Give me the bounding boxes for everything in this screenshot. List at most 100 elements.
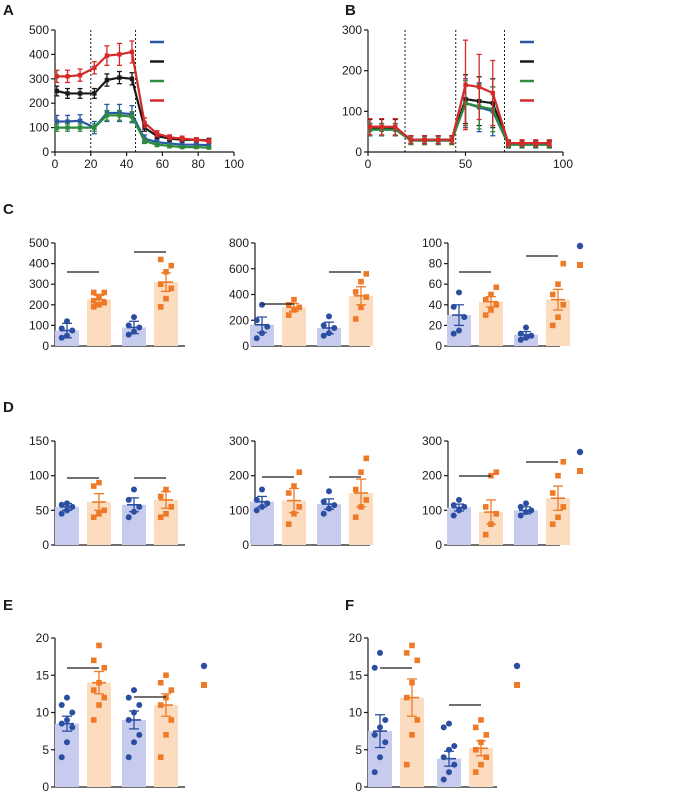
data-point	[125, 716, 132, 723]
data-point	[456, 507, 462, 514]
data-point	[157, 679, 164, 686]
x-tick-label: 50	[459, 157, 473, 171]
data-point	[69, 709, 76, 716]
data-point	[168, 717, 175, 723]
bar	[55, 723, 79, 787]
data-point	[179, 144, 185, 150]
y-tick-label: 100	[342, 104, 362, 118]
x-tick-label: 100	[553, 157, 573, 171]
data-point	[104, 77, 110, 83]
data-point	[352, 289, 359, 295]
y-tick-label: 60	[429, 277, 443, 291]
data-point	[523, 334, 529, 341]
data-point	[96, 511, 102, 517]
data-point	[440, 724, 447, 731]
data-point	[131, 709, 137, 716]
data-point	[352, 514, 359, 521]
data-point	[446, 720, 452, 727]
y-tick-label: 400	[229, 288, 249, 302]
data-point	[65, 91, 70, 96]
panel-label: D	[3, 399, 14, 416]
data-point	[206, 145, 212, 150]
y-tick-label: 500	[29, 236, 49, 250]
series-line	[369, 101, 550, 146]
data-point	[101, 665, 108, 671]
y-tick-label: 300	[29, 72, 49, 86]
y-tick-label: 0	[355, 145, 362, 159]
series-line	[369, 83, 550, 145]
data-point	[129, 76, 135, 81]
data-point	[259, 330, 265, 337]
y-tick-label: 100	[422, 236, 442, 250]
x-tick-label: 80	[192, 157, 206, 171]
y-tick-label: 80	[429, 257, 443, 271]
data-point	[331, 502, 338, 509]
bar	[154, 705, 178, 787]
data-point	[363, 271, 370, 277]
data-point	[517, 330, 524, 337]
data-point	[482, 296, 489, 303]
legend-marker	[513, 662, 521, 670]
data-point	[493, 469, 500, 475]
data-point	[352, 316, 359, 322]
y-tick-label: 20	[429, 318, 443, 332]
data-point	[517, 512, 524, 519]
data-point	[157, 514, 164, 521]
data-point	[422, 137, 427, 142]
y-tick-label: 5	[42, 743, 49, 757]
data-point	[125, 496, 132, 503]
data-point	[517, 336, 524, 343]
data-point	[157, 304, 164, 310]
data-point	[478, 739, 484, 746]
legend-marker	[201, 682, 207, 688]
y-tick-label: 10	[349, 706, 363, 720]
data-point	[54, 88, 59, 94]
y-tick-label: 0	[355, 780, 362, 794]
data-point	[493, 302, 500, 308]
data-point	[54, 125, 59, 130]
y-tick-label: 10	[36, 706, 50, 720]
data-point	[90, 289, 97, 296]
data-point	[90, 514, 97, 521]
data-point	[377, 649, 383, 656]
data-point	[555, 281, 561, 287]
data-point	[154, 131, 160, 136]
data-point	[382, 739, 389, 746]
y-tick-label: 0	[42, 339, 49, 353]
data-point	[136, 702, 143, 709]
y-tick-label: 300	[342, 23, 362, 37]
data-point	[363, 497, 370, 503]
data-point	[451, 743, 458, 750]
data-point	[555, 514, 561, 521]
data-point	[65, 119, 70, 124]
data-point	[168, 262, 175, 269]
data-point	[64, 332, 70, 339]
data-point	[104, 53, 110, 58]
y-tick-label: 0	[242, 538, 249, 552]
data-point	[65, 74, 70, 79]
y-tick-label: 0	[435, 538, 442, 552]
data-point	[403, 761, 410, 768]
y-tick-label: 100	[29, 469, 49, 483]
data-point	[403, 650, 410, 656]
data-point	[490, 90, 495, 96]
data-point	[363, 455, 370, 462]
data-point	[90, 297, 97, 304]
panel-label: A	[3, 2, 14, 19]
x-tick-label: 0	[52, 157, 59, 171]
data-point	[482, 312, 489, 318]
data-point	[125, 514, 132, 521]
data-point	[253, 335, 260, 342]
y-tick-label: 400	[29, 257, 49, 271]
y-tick-label: 500	[29, 23, 49, 37]
data-point	[382, 716, 389, 723]
data-point	[320, 322, 327, 329]
y-tick-label: 0	[42, 145, 49, 159]
panel-D3: 0 100 200 300	[422, 434, 584, 552]
series-2	[54, 109, 212, 150]
data-point	[291, 483, 297, 489]
data-point	[371, 769, 378, 776]
data-point	[326, 330, 332, 337]
data-point	[129, 49, 135, 55]
data-point	[179, 136, 185, 141]
